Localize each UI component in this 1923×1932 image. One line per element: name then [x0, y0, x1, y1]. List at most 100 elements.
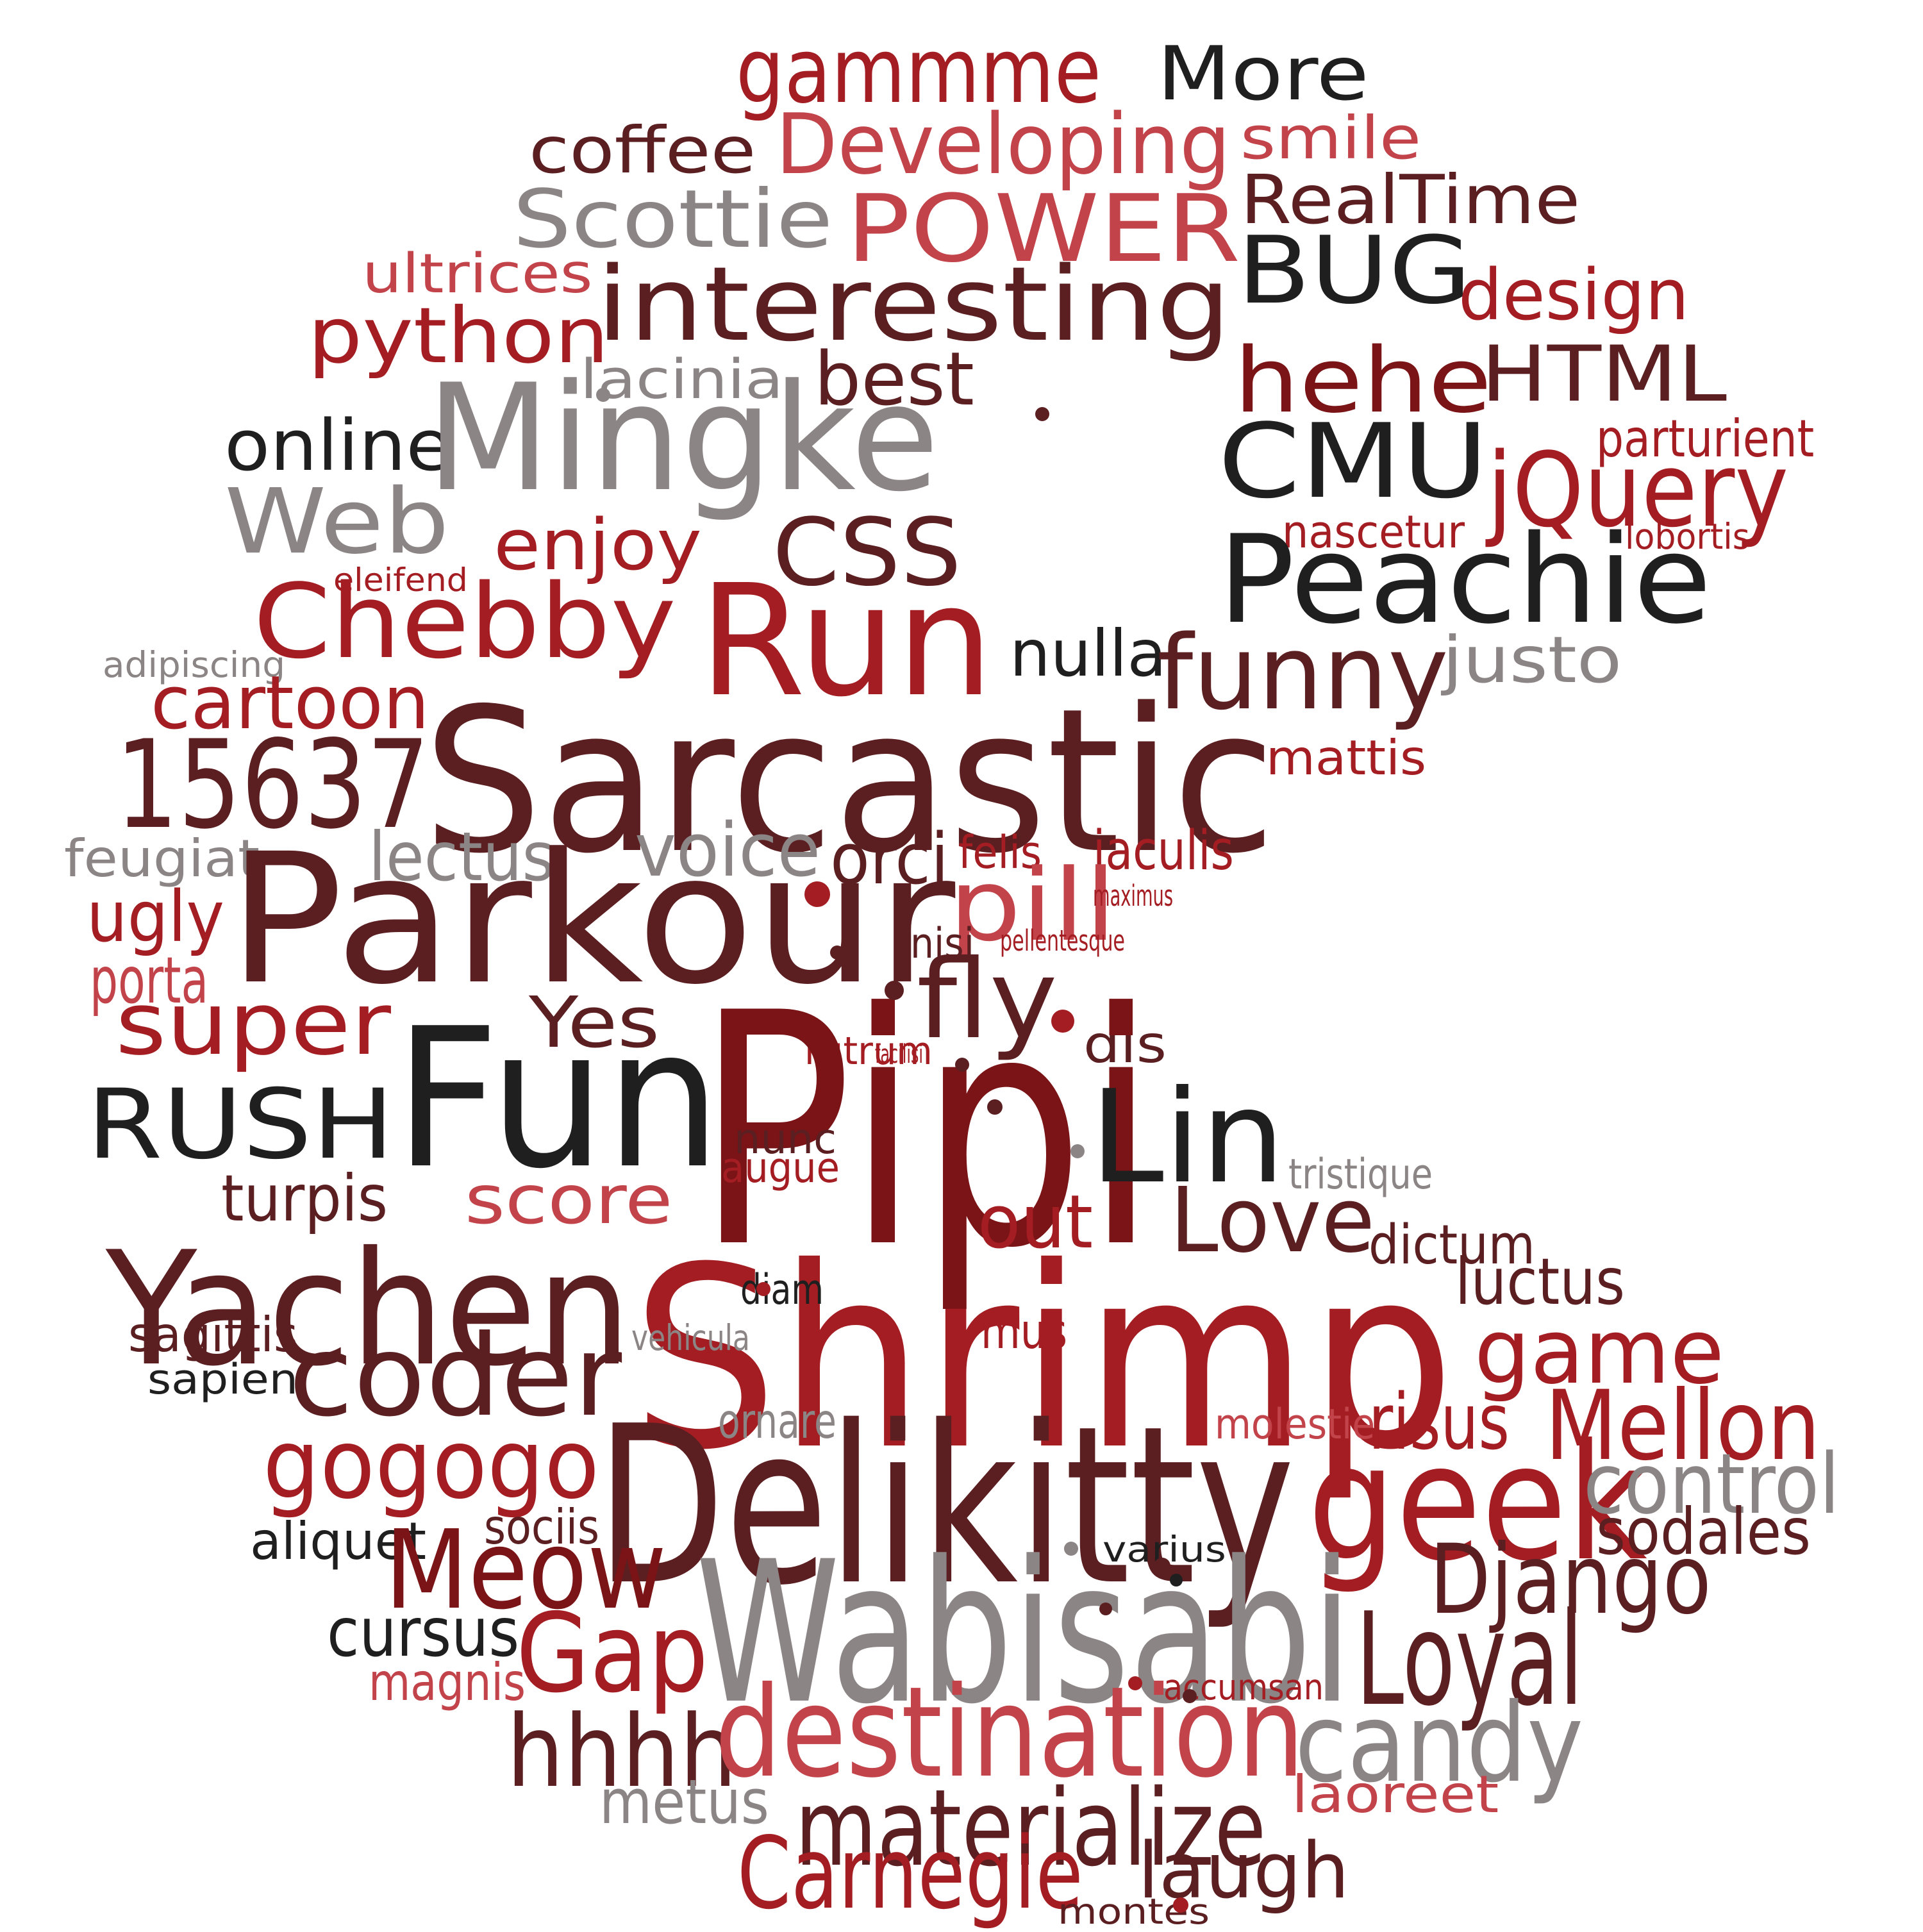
word-aliquet: aliquet: [250, 1511, 426, 1571]
word-yachen: Yachen: [106, 1218, 631, 1401]
word-laugh: laugh: [1138, 1827, 1350, 1916]
word-bug: BUG: [1237, 217, 1472, 325]
dot-mark: [885, 981, 904, 1000]
word-candy: candy: [1295, 1680, 1584, 1807]
word-gap: Gap: [516, 1590, 709, 1717]
word-augue: augue: [721, 1144, 840, 1192]
word-coffee: coffee: [529, 113, 756, 188]
dot-mark: [756, 1282, 770, 1296]
word-laoreet: laoreet: [1292, 1765, 1499, 1824]
word-sapien: sapien: [147, 1356, 298, 1404]
dot-mark: [1173, 1897, 1188, 1913]
word-mattis: mattis: [1266, 729, 1427, 786]
word-sociis: sociis: [484, 1499, 600, 1555]
word-web: Web: [224, 470, 450, 574]
word-jquery: jQuery: [1487, 430, 1789, 550]
word-score: score: [465, 1161, 673, 1239]
dot-mark: [1154, 1558, 1170, 1574]
word-lacinia: lacinia: [580, 348, 783, 412]
word-porta: porta: [90, 943, 209, 1018]
word-hehe: hehe: [1234, 329, 1492, 433]
word-mus: mus: [981, 1303, 1068, 1360]
word-hhhh: hhhh: [506, 1694, 737, 1810]
word-ultrices: ultrices: [362, 242, 593, 306]
word-more: More: [1157, 31, 1369, 117]
word-realtime: RealTime: [1240, 161, 1581, 239]
word-parturient: parturient: [1596, 409, 1815, 469]
word-chebby: Chebby: [253, 562, 676, 681]
word-mingke: Mingke: [426, 353, 940, 524]
word-best: best: [814, 337, 975, 422]
word-nunc: nunc: [734, 1115, 837, 1163]
word-magnis: magnis: [369, 1653, 526, 1712]
word-facilisi: facilisi: [875, 1040, 924, 1069]
word-meow: Meow: [385, 1507, 667, 1634]
word-lin: Lin: [1090, 1063, 1285, 1212]
word-shrimp: Shrimp: [631, 1213, 1456, 1504]
word-run: Run: [699, 551, 994, 731]
word-eleifend: eleifend: [333, 562, 468, 599]
word-super: super: [115, 974, 391, 1074]
word-django: Django: [1429, 1524, 1711, 1636]
word-fly: fly: [917, 937, 1058, 1063]
word-feugiat: feugiat: [64, 829, 260, 888]
dot-mark: [1035, 407, 1049, 421]
word-coder: coder: [288, 1312, 622, 1442]
dot-mark: [1099, 1603, 1112, 1615]
word-maximus: maximus: [1093, 879, 1174, 913]
word-cursus: cursus: [327, 1594, 520, 1672]
dot-mark: [804, 881, 830, 907]
word-gogogo: gogogo: [263, 1409, 600, 1520]
word-ugly: ugly: [87, 876, 224, 958]
word-sagittis: sagittis: [128, 1306, 298, 1363]
word-scottie: Scottie: [513, 173, 833, 266]
word-orci: orci: [830, 818, 949, 900]
word-geek: geek: [1308, 1410, 1647, 1596]
word-vehicula: vehicula: [631, 1317, 750, 1358]
word-adipiscing: adipiscing: [103, 644, 285, 685]
word-peachie: Peachie: [1218, 509, 1712, 651]
word-online: online: [224, 404, 453, 487]
word-metus: metus: [599, 1767, 769, 1838]
word-pill: pill: [949, 847, 1117, 963]
word-justo: justo: [1442, 622, 1622, 697]
word-pellentesque: pellentesque: [1000, 924, 1125, 958]
word-luctus: luctus: [1455, 1244, 1626, 1319]
word-turpis: turpis: [221, 1161, 388, 1236]
word-rush: RUSH: [87, 1069, 394, 1181]
word-nascetur: nascetur: [1282, 506, 1465, 558]
dot-mark: [830, 945, 844, 960]
word-sodales: sodales: [1596, 1494, 1811, 1569]
word-destination: destination: [715, 1660, 1304, 1805]
word-loyal: Loyal: [1356, 1585, 1584, 1735]
word-risus: risus: [1369, 1378, 1510, 1467]
dot-mark: [1128, 1676, 1142, 1690]
word-lectus: lectus: [369, 818, 555, 896]
word-fun: Fun: [394, 987, 722, 1211]
dot-mark: [987, 1099, 1003, 1115]
word-developing: Developing: [776, 96, 1231, 193]
word-molestie: molestie: [1215, 1401, 1376, 1449]
word-wabisabi: Wabisabi: [695, 1519, 1353, 1747]
word-nulla: nulla: [1010, 616, 1167, 691]
dot-mark: [596, 388, 610, 402]
word-tristique: tristique: [1288, 1151, 1433, 1199]
word-lobortis: lobortis: [1625, 516, 1750, 557]
word-materialize: materialize: [795, 1767, 1267, 1890]
word-nisi: nisi: [910, 920, 974, 968]
word-dictum: dictum: [1369, 1213, 1535, 1277]
word-cmu: CMU: [1218, 401, 1488, 521]
dot-mark: [1183, 1689, 1197, 1703]
word-funny: funny: [1157, 613, 1449, 733]
word-15637: 15637: [115, 714, 430, 856]
word-pipi: Pipi: [695, 945, 1158, 1318]
word-dis: dis: [1083, 1015, 1167, 1074]
word-mellon: Mellon: [1545, 1370, 1820, 1482]
dot-mark: [1170, 1574, 1183, 1586]
word-voice: voice: [635, 808, 821, 894]
word-diam: diam: [740, 1266, 824, 1314]
word-iaculis: iaculis: [1093, 819, 1234, 883]
word-interesting: interesting: [596, 244, 1231, 364]
dot-mark: [1064, 1542, 1078, 1556]
